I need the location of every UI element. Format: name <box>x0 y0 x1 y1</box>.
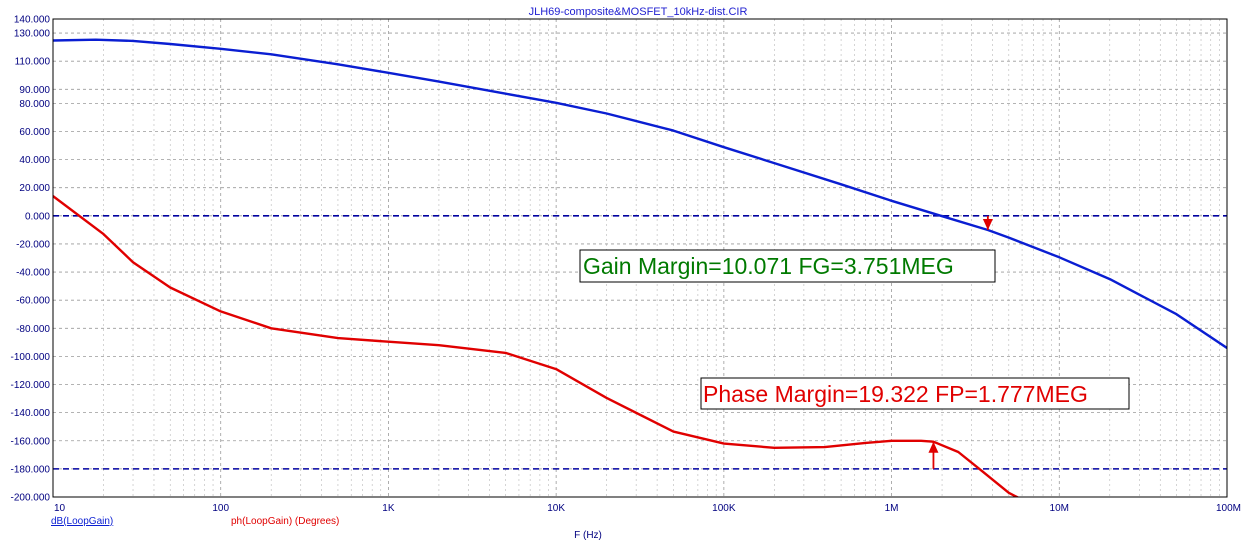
x-tick-labels: 10 100 1K 10K 100K 1M 10M 100M <box>54 503 1241 514</box>
y-tick-label: -100.000 <box>11 352 51 363</box>
y-tick-label: 110.000 <box>15 57 51 68</box>
y-tick-label: 140.000 <box>14 15 51 26</box>
phase-curve <box>53 194 1020 497</box>
y-tick-label: -180.000 <box>11 464 51 475</box>
gain-margin-marker <box>982 215 993 230</box>
x-tick-label: 100 <box>212 503 229 514</box>
legend-gain-series[interactable]: dB(LoopGain) <box>51 516 113 527</box>
y-tick-label: 0.000 <box>25 211 50 222</box>
x-tick-label: 1K <box>382 503 395 514</box>
y-tick-label: 90.000 <box>19 85 50 96</box>
phase-margin-box <box>700 377 1130 410</box>
y-tick-label: 130.000 <box>14 29 51 40</box>
x-tick-label: 100K <box>712 503 736 514</box>
y-tick-label: 40.000 <box>19 155 50 166</box>
gain-curve <box>53 38 1227 350</box>
gain-margin-box <box>579 249 996 283</box>
x-tick-label: 10 <box>54 503 66 514</box>
y-tick-label: 80.000 <box>19 99 50 110</box>
y-tick-label: 20.000 <box>19 183 50 194</box>
y-tick-labels: 140.000 130.000 110.000 90.000 80.000 60.000 4… <box>11 15 51 504</box>
gain-margin-text: Gain Margin=10.071 FG=3.751MEG <box>583 253 954 279</box>
gain-margin-label: Gain Margin=10.071 FG=3.751MEG <box>579 249 996 283</box>
y-tick-label: -200.000 <box>11 493 51 504</box>
y-tick-label: -120.000 <box>11 380 51 391</box>
y-tick-label: -160.000 <box>11 436 51 447</box>
y-tick-label: 60.000 <box>19 127 50 138</box>
marker-arrowhead <box>982 218 993 230</box>
y-tick-label: -80.000 <box>16 324 50 335</box>
reference-lines <box>53 215 1227 470</box>
x-tick-label: 1M <box>885 503 899 514</box>
phase-margin-marker <box>928 441 939 469</box>
plot-frame <box>52 18 1228 498</box>
x-axis-label: F (Hz) <box>574 530 602 541</box>
x-tick-label: 100M <box>1216 503 1241 514</box>
x-tick-label: 10K <box>547 503 565 514</box>
phase-margin-label: Phase Margin=19.322 FP=1.777MEG <box>700 377 1130 410</box>
marker-arrowhead <box>928 441 939 453</box>
y-tick-label: -40.000 <box>16 268 50 279</box>
chart-title: JLH69-composite&MOSFET_10kHz-dist.CIR <box>529 6 748 18</box>
axes <box>52 18 1228 498</box>
y-tick-label: -140.000 <box>11 408 51 419</box>
x-tick-label: 10M <box>1050 503 1069 514</box>
legend-phase-series[interactable]: ph(LoopGain) (Degrees) <box>231 516 339 527</box>
y-tick-label: -60.000 <box>16 296 50 307</box>
markers <box>928 215 993 469</box>
phase-margin-text: Phase Margin=19.322 FP=1.777MEG <box>703 381 1088 407</box>
y-tick-label: -20.000 <box>16 239 50 250</box>
series-layer <box>53 38 1227 497</box>
